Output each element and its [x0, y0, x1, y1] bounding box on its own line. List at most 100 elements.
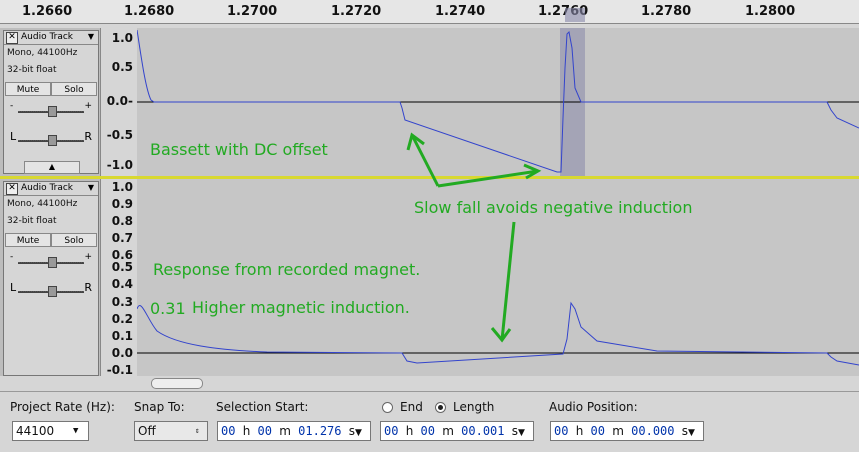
track-format: Mono, 44100Hz	[7, 199, 78, 209]
solo-button[interactable]: Solo	[51, 233, 97, 247]
collapse-track-button[interactable]: ▲	[24, 161, 80, 174]
solo-button[interactable]: Solo	[51, 82, 97, 96]
triangle-up-icon: ▲	[48, 162, 56, 171]
dropdown-arrow-icon[interactable]: ▼	[518, 428, 525, 438]
audio-pos-minutes: 00	[590, 424, 605, 438]
snap-to-value: Off	[138, 424, 156, 438]
vruler-tick: 0.7	[111, 231, 133, 245]
track-control-panel: ✕ Audio Track ▼ Mono, 44100Hz 32-bit flo…	[3, 181, 99, 376]
pan-right-label: R	[84, 281, 92, 294]
pan-thumb[interactable]	[48, 135, 57, 146]
selection-toolbar: Project Rate (Hz): 44100 ▼ Snap To: Off …	[0, 391, 859, 452]
ruler-tick: 1.2740	[435, 4, 486, 19]
sel-length-hours: 00	[384, 424, 399, 438]
vruler-tick: 0.8	[111, 214, 133, 228]
vruler-tick: 0.0-	[106, 94, 133, 108]
waveform-svg	[137, 301, 859, 366]
dropdown-arrow-icon[interactable]: ▼	[355, 428, 362, 438]
vruler-tick: 0.1	[111, 329, 133, 343]
sel-start-hours: 00	[221, 424, 236, 438]
horizontal-scroll-thumb[interactable]	[151, 378, 203, 389]
track-name: Audio Track	[21, 183, 73, 193]
waveform-path	[137, 301, 859, 366]
pan-right-label: R	[84, 130, 92, 143]
selection-start-field[interactable]: 00 h 00 m 01.276 s▼	[217, 421, 371, 441]
horizontal-scrollbar[interactable]	[137, 376, 859, 389]
ruler-tick: 1.2680	[124, 4, 175, 19]
waveform-area[interactable]	[137, 179, 859, 376]
gain-slider[interactable]: - +	[10, 101, 92, 118]
timeline-ruler[interactable]: 1.2660 1.2680 1.2700 1.2720 1.2740 1.276…	[0, 0, 859, 24]
selection-length-field[interactable]: 00 h 00 m 00.001 s▼	[380, 421, 534, 441]
length-label: Length	[453, 400, 495, 414]
track-title-bar[interactable]: ✕ Audio Track ▼	[4, 182, 98, 196]
audio-position-field[interactable]: 00 h 00 m 00.000 s▼	[550, 421, 704, 441]
annotation-response: Response from recorded magnet.	[153, 260, 421, 279]
snap-to-label: Snap To:	[134, 400, 185, 414]
dropdown-arrow-icon[interactable]: ▼	[87, 183, 94, 192]
sel-start-minutes: 00	[257, 424, 272, 438]
selection-marker[interactable]	[565, 8, 585, 22]
pan-slider[interactable]: L R	[10, 281, 92, 298]
vruler-tick: 0.6	[111, 248, 133, 262]
vruler-tick: -0.5	[106, 128, 133, 142]
vruler-tick: 0.2	[111, 312, 133, 326]
unit-h: h	[405, 424, 414, 438]
unit-m: m	[612, 424, 624, 438]
gain-minus-label: -	[10, 101, 14, 111]
pan-left-label: L	[10, 130, 17, 143]
dropdown-arrow-icon[interactable]: ▼	[87, 32, 94, 41]
vruler-tick: 1.0	[111, 180, 133, 194]
dropdown-arrow-icon[interactable]: ▼	[73, 426, 79, 436]
project-rate-label: Project Rate (Hz):	[10, 400, 115, 414]
gain-slider[interactable]: - +	[10, 252, 92, 269]
ruler-tick: 1.2800	[745, 4, 796, 19]
track-name: Audio Track	[21, 32, 73, 42]
vertical-ruler: 1.0 0.9 0.8 0.7 0.6 0.5 0.4 0.3 0.2 0.1 …	[100, 179, 137, 377]
audio-position-label: Audio Position:	[549, 400, 638, 414]
unit-s: s	[348, 424, 356, 438]
close-icon[interactable]: ✕	[6, 32, 18, 44]
vertical-ruler: 1.0 0.5 0.0- -0.5 -1.0	[100, 28, 137, 176]
length-radio[interactable]	[435, 402, 446, 413]
snap-to-select[interactable]: Off ⇕	[134, 421, 208, 441]
pan-slider[interactable]: L R	[10, 130, 92, 147]
unit-m: m	[279, 424, 291, 438]
gain-thumb[interactable]	[48, 257, 57, 268]
pan-thumb[interactable]	[48, 286, 57, 297]
sel-length-seconds: 00.001	[461, 424, 505, 438]
project-rate-combo[interactable]: 44100 ▼	[12, 421, 89, 441]
sel-length-minutes: 00	[420, 424, 435, 438]
waveform-svg	[137, 28, 859, 176]
track-bit-depth: 32-bit float	[7, 216, 57, 226]
vruler-tick: 0.4	[111, 277, 133, 291]
vruler-tick: 0.3	[111, 295, 133, 309]
track-control-panel: ✕ Audio Track ▼ Mono, 44100Hz 32-bit flo…	[3, 30, 99, 174]
dropdown-arrow-icon[interactable]: ▼	[688, 428, 695, 438]
sel-start-seconds: 01.276	[298, 424, 342, 438]
mute-button[interactable]: Mute	[5, 233, 51, 247]
gain-minus-label: -	[10, 252, 14, 262]
pan-left-label: L	[10, 281, 17, 294]
end-radio[interactable]	[382, 402, 393, 413]
project-rate-value: 44100	[16, 424, 55, 438]
close-icon[interactable]: ✕	[6, 183, 18, 195]
unit-h: h	[575, 424, 584, 438]
waveform-area[interactable]	[137, 28, 859, 176]
audio-track-1: ✕ Audio Track ▼ Mono, 44100Hz 32-bit flo…	[0, 28, 859, 176]
track-format: Mono, 44100Hz	[7, 48, 78, 58]
audio-pos-seconds: 00.000	[631, 424, 675, 438]
unit-s: s	[511, 424, 519, 438]
ruler-tick: 1.2700	[227, 4, 278, 19]
vruler-tick: 0.5	[111, 260, 133, 274]
vruler-tick: 0.0	[111, 346, 133, 360]
annotation-higher: Higher magnetic induction.	[192, 298, 410, 317]
mute-button[interactable]: Mute	[5, 82, 51, 96]
vruler-tick: 1.0	[111, 31, 133, 45]
gain-thumb[interactable]	[48, 106, 57, 117]
waveform-path	[137, 29, 859, 173]
track-title-bar[interactable]: ✕ Audio Track ▼	[4, 31, 98, 45]
annotation-bassett: Bassett with DC offset	[150, 140, 328, 159]
vruler-tick: 0.5	[111, 60, 133, 74]
